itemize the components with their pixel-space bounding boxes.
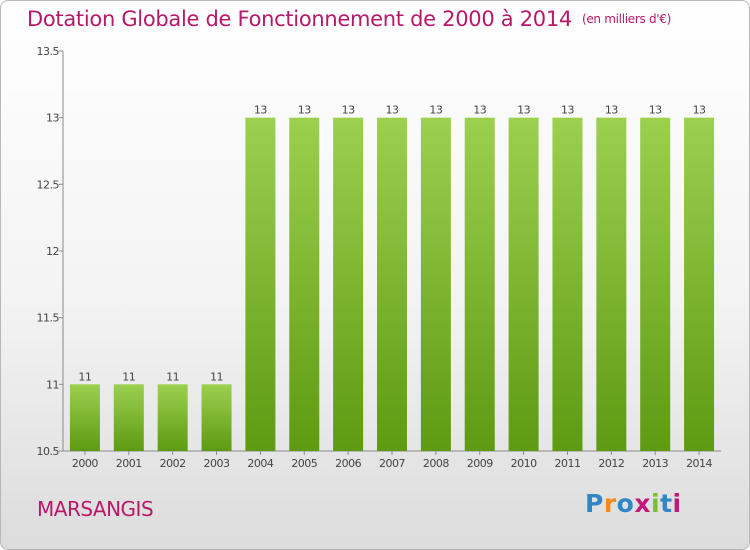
bar-value-label: 13	[473, 104, 486, 117]
x-tick-label: 2011	[554, 457, 580, 470]
x-tick-label: 2004	[247, 457, 273, 470]
bar-value-label: 13	[561, 104, 574, 117]
bar-value-label: 11	[210, 370, 223, 383]
x-tick-label: 2005	[291, 457, 317, 470]
y-tick-label: 12	[46, 245, 59, 258]
bar-value-label: 13	[429, 104, 442, 117]
logo-letter: i	[651, 489, 661, 518]
bar-value-label: 11	[122, 370, 135, 383]
bar-value-label: 13	[386, 104, 399, 117]
bar	[464, 117, 495, 452]
x-tick-label: 2012	[598, 457, 624, 470]
x-tick-label: 2001	[116, 457, 142, 470]
x-tick-label: 2008	[423, 457, 449, 470]
logo-letter: r	[603, 489, 617, 518]
logo-letter: i	[672, 489, 682, 518]
bar	[377, 117, 407, 452]
bar	[596, 117, 627, 452]
x-tick-label: 2006	[335, 457, 361, 470]
x-tick-label: 2000	[72, 457, 98, 470]
bar-value-label: 13	[605, 104, 618, 117]
y-tick-label: 11	[46, 378, 59, 391]
y-tick-label: 12.5	[37, 178, 60, 191]
x-tick-label: 2007	[379, 457, 405, 470]
commune-name: MARSANGIS	[37, 497, 154, 521]
y-tick-label: 13.5	[37, 45, 60, 58]
bar-value-label: 11	[166, 370, 179, 383]
x-tick-label: 2009	[467, 457, 493, 470]
bar	[289, 117, 320, 452]
logo-letter: t	[660, 489, 673, 518]
logo-letter: P	[585, 489, 604, 518]
bar-value-label: 13	[693, 104, 706, 117]
bar	[552, 117, 583, 452]
y-tick-label: 13	[46, 112, 59, 125]
bar	[508, 117, 539, 452]
x-tick-label: 2003	[204, 457, 230, 470]
bar-value-label: 13	[517, 104, 530, 117]
chart-unit-label: (en milliers d'€)	[581, 12, 671, 26]
x-tick-label: 2002	[160, 457, 186, 470]
bar	[684, 117, 715, 452]
logo-letter: x	[634, 489, 651, 518]
bar	[157, 384, 188, 451]
bar-value-label: 13	[298, 104, 311, 117]
bar-value-label: 13	[254, 104, 267, 117]
x-tick-label: 2010	[511, 457, 537, 470]
bar	[201, 384, 232, 451]
bar	[640, 117, 671, 452]
x-tick-label: 2014	[686, 457, 712, 470]
bar	[245, 117, 276, 452]
bar	[69, 384, 100, 451]
bar-value-label: 11	[78, 370, 91, 383]
y-tick-label: 11.5	[37, 312, 60, 325]
chart-title-text: Dotation Globale de Fonctionnement de 20…	[27, 7, 572, 31]
logo-letter: o	[616, 489, 635, 518]
bar-value-label: 13	[649, 104, 662, 117]
y-tick-label: 10.5	[37, 445, 60, 458]
bar	[333, 117, 364, 452]
bar	[113, 384, 144, 451]
bar-value-label: 13	[342, 104, 355, 117]
chart-title: Dotation Globale de Fonctionnement de 20…	[27, 7, 671, 31]
bar	[420, 117, 451, 452]
x-tick-label: 2013	[642, 457, 668, 470]
proxiti-logo: Proxiti	[585, 489, 682, 518]
